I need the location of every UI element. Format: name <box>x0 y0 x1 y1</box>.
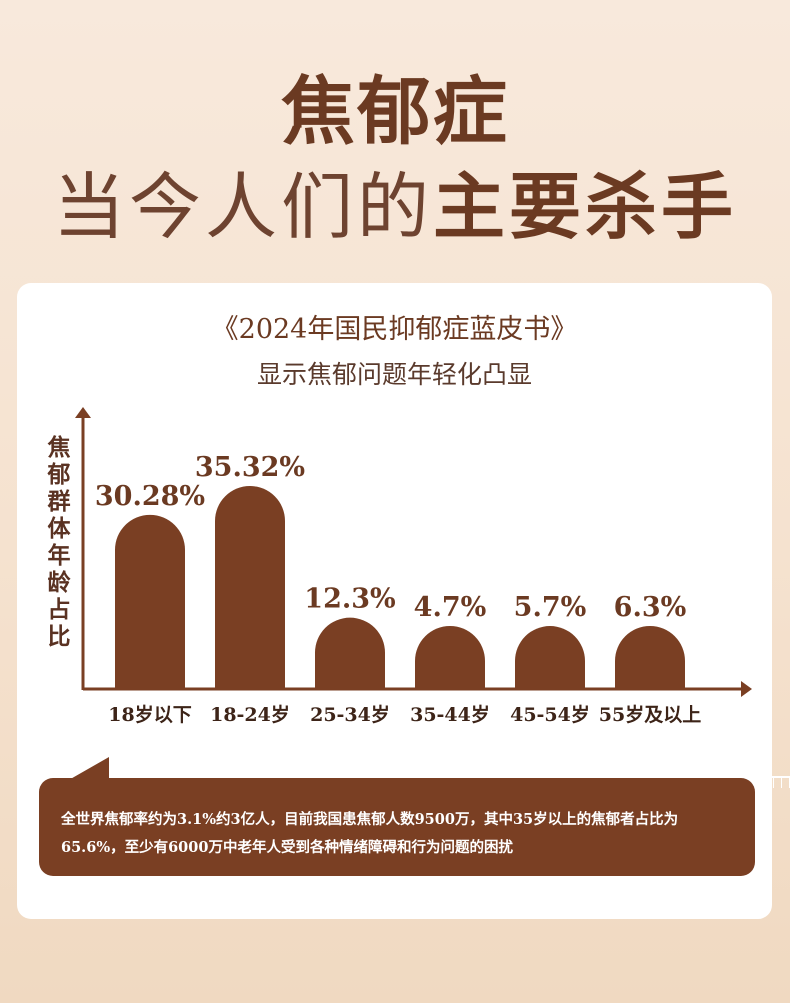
bar-1 <box>115 514 185 688</box>
note-tab-shape <box>67 757 109 781</box>
x-tick-label-2: 18-24岁 <box>210 703 290 726</box>
headline-subtitle-bold: 主要杀手 <box>433 164 738 249</box>
x-tick-label-4: 35-44岁 <box>410 703 490 726</box>
note-text: 全世界焦郁率约为3.1%约3亿人，目前我国患焦郁人数9500万，其中35岁以上的… <box>61 811 679 856</box>
y-axis-arrow-icon <box>75 407 91 418</box>
headline-subtitle: 当今人们的主要杀手 <box>0 148 790 253</box>
x-tick-label-3: 25-34岁 <box>310 703 390 726</box>
bar-value-label-4: 4.7% <box>414 592 487 623</box>
report-subtitle: 显示焦郁问题年轻化凸显 <box>256 360 532 389</box>
bar-value-label-2: 35.32% <box>195 452 305 483</box>
bar-chart: 30.28% 18岁以下 35.32% 18-24岁 12.3% 25-34岁 4.7% 35… <box>75 407 752 726</box>
bar-6 <box>615 626 685 688</box>
x-tick-label-6: 55岁及以上 <box>599 703 701 726</box>
bar-5 <box>515 626 585 688</box>
bar-3 <box>315 617 385 688</box>
bar-value-label-5: 5.7% <box>514 592 587 623</box>
report-title: 《2024年国民抑郁症蓝皮书》 <box>211 314 578 345</box>
x-tick-label-5: 45-54岁 <box>510 703 590 726</box>
headline-title: 焦郁症 <box>281 69 509 155</box>
note-box: 全世界焦郁率约为3.1%约3亿人，目前我国患焦郁人数9500万，其中35岁以上的… <box>39 778 755 876</box>
x-tick-label-1: 18岁以下 <box>108 703 191 726</box>
x-axis-arrow-icon <box>741 681 752 697</box>
chart-card: 《2024年国民抑郁症蓝皮书》 显示焦郁问题年轻化凸显 焦郁群体年龄占比 30.… <box>17 283 790 919</box>
bar-value-label-3: 12.3% <box>304 584 395 615</box>
bar-value-label-6: 6.3% <box>614 592 687 623</box>
bar-value-label-1: 30.28% <box>95 481 205 512</box>
bar-4 <box>415 626 485 688</box>
bar-2 <box>215 486 285 688</box>
y-axis-label: 焦郁群体年龄占比 <box>43 435 70 651</box>
headline-subtitle-normal: 当今人们的 <box>52 165 433 249</box>
